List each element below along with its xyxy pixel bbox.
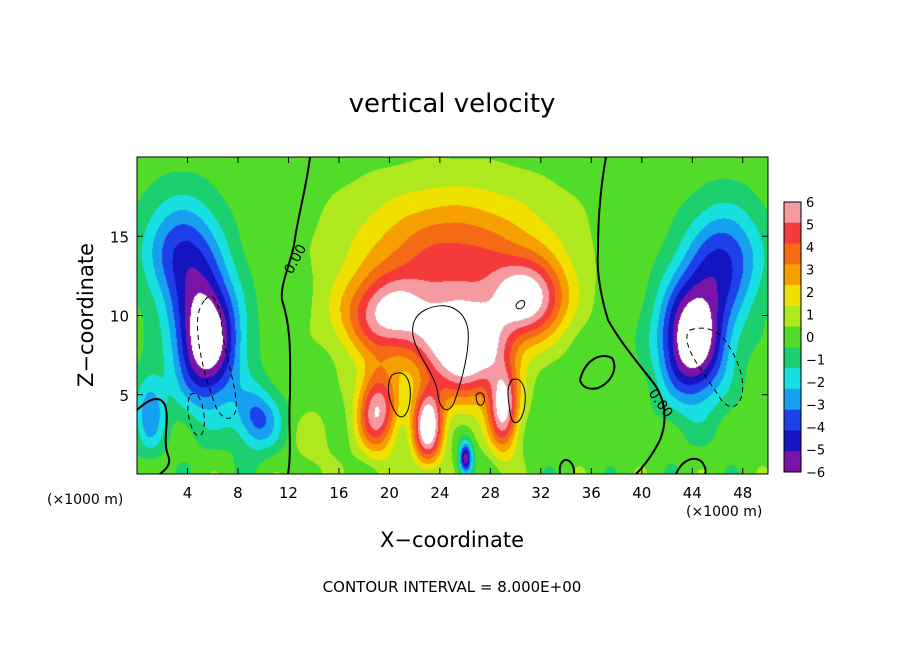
colorbar: 6 5 4 3 2 1 0 −1 −2 −3 −4 −5 −6 <box>783 196 825 481</box>
colorbar-segment <box>784 409 801 431</box>
negative-contour-right <box>686 327 744 408</box>
zero-contour-left <box>280 156 311 475</box>
positive-contour-right-lobe <box>507 378 526 424</box>
colorbar-label: 4 <box>806 241 814 256</box>
x-tick-label: 12 <box>279 484 298 502</box>
zero-contour-right <box>596 156 666 475</box>
negative-contour-left-inner <box>187 393 205 437</box>
colorbar-label: 2 <box>806 286 814 301</box>
colorbar-label: −5 <box>806 444 825 459</box>
colorbar-frame <box>783 201 802 473</box>
colorbar-label: −3 <box>806 399 825 414</box>
x-axis-label: X−coordinate <box>380 528 524 552</box>
x-tick-label: 28 <box>481 484 500 502</box>
colorbar-segment <box>784 368 801 390</box>
y-tick-label: 15 <box>110 228 129 246</box>
x-tick-label: 36 <box>582 484 601 502</box>
positive-contour-center <box>412 305 469 410</box>
colorbar-segment <box>784 326 801 348</box>
x-tick-label: 44 <box>683 484 702 502</box>
x-axis-ticks: 4 8 12 16 20 24 28 32 36 40 44 48 <box>183 157 752 502</box>
velocity-field-heatmap <box>137 157 768 474</box>
colorbar-label: 1 <box>806 309 814 324</box>
x-tick-label: 32 <box>531 484 550 502</box>
colorbar-segment <box>784 430 801 452</box>
colorbar-label: 5 <box>806 219 814 234</box>
colorbar-label: 3 <box>806 264 814 279</box>
negative-contour-left <box>196 295 237 419</box>
x-axis-unit-label: (×1000 m) <box>686 504 762 520</box>
colorbar-segment <box>784 243 801 265</box>
colorbar-segment <box>784 451 801 473</box>
colorbar-label: 6 <box>806 196 814 211</box>
colorbar-segment <box>784 305 801 328</box>
colorbar-segment <box>784 347 801 369</box>
colorbar-segment <box>784 264 801 286</box>
y-tick-label: 5 <box>119 387 129 405</box>
colorbar-segment <box>784 388 801 411</box>
x-tick-label: 16 <box>329 484 348 502</box>
colorbar-segment <box>784 222 801 245</box>
colorbar-segment <box>784 285 801 307</box>
colorbar-label: −1 <box>806 354 825 369</box>
zero-contour-bottom-right <box>675 457 707 475</box>
x-tick-label: 24 <box>430 484 449 502</box>
chart-title: vertical velocity <box>349 89 556 119</box>
plot-area: 0.00 0.00 <box>136 156 769 475</box>
colorbar-label: −2 <box>806 376 825 391</box>
y-axis-label: Z−coordinate <box>74 243 98 387</box>
y-tick-label: 10 <box>110 308 129 326</box>
zero-contour-lower-left <box>136 398 171 475</box>
positive-contour-left-lobe <box>387 372 411 418</box>
zero-contour-right-patch <box>578 355 616 390</box>
y-axis-ticks: 5 10 15 <box>110 228 768 405</box>
colorbar-segment <box>784 202 801 224</box>
y-axis-unit-label: (×1000 m) <box>47 492 123 508</box>
positive-contour-small <box>515 300 526 310</box>
x-tick-label: 8 <box>233 484 243 502</box>
contour-interval-text: CONTOUR INTERVAL = 8.000E+00 <box>323 578 582 596</box>
colorbar-label: 0 <box>806 331 814 346</box>
colorbar-label: −4 <box>806 421 825 436</box>
x-tick-label: 48 <box>733 484 752 502</box>
x-tick-label: 4 <box>183 484 193 502</box>
zero-contour-bottom-mid <box>558 459 576 475</box>
x-tick-label: 20 <box>380 484 399 502</box>
x-tick-label: 40 <box>632 484 651 502</box>
positive-contour-tiny <box>475 392 485 406</box>
colorbar-label: −6 <box>806 466 825 481</box>
